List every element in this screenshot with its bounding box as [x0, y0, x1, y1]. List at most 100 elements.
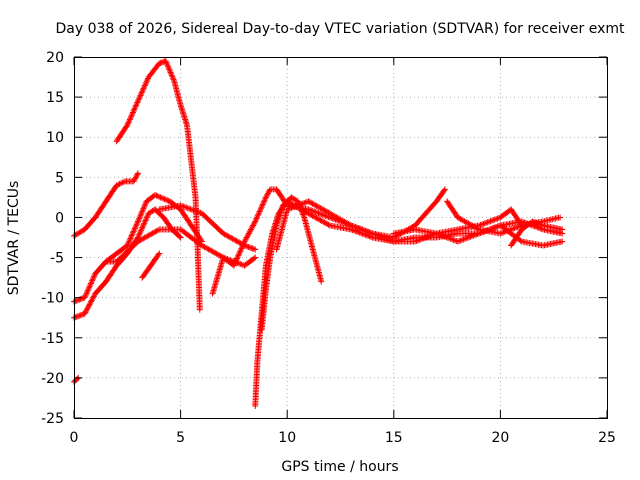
data-point-marker	[143, 78, 150, 85]
data-point-marker	[494, 215, 501, 222]
data-point-marker	[312, 209, 319, 216]
data-point-marker	[497, 230, 504, 237]
data-point-marker	[156, 250, 163, 257]
data-point-marker	[559, 238, 566, 245]
data-point-marker	[129, 110, 136, 117]
data-point-marker	[123, 123, 130, 130]
data-point-marker	[127, 115, 134, 122]
data-point-marker	[136, 215, 143, 222]
data-point-marker	[126, 116, 133, 123]
data-point-marker	[231, 261, 238, 268]
data-point-marker	[481, 220, 488, 227]
data-point-marker	[74, 313, 81, 320]
data-point-marker	[84, 289, 91, 296]
y-tick-label: 0	[55, 210, 64, 226]
data-point-marker	[196, 306, 203, 313]
data-point-marker	[239, 242, 246, 249]
data-point-marker	[160, 195, 167, 202]
data-point-marker	[436, 231, 443, 238]
data-point-marker	[241, 238, 248, 245]
data-point-marker	[134, 98, 141, 105]
data-point-marker	[348, 226, 355, 233]
data-point-marker	[126, 236, 133, 243]
y-axis-label: SDTVAR / TECUs	[6, 181, 22, 296]
x-tick-label: 20	[491, 430, 509, 446]
series-trace-8	[139, 250, 163, 281]
data-point-marker	[184, 205, 191, 212]
data-point-marker	[263, 193, 270, 200]
data-point-marker	[426, 233, 433, 240]
data-point-marker	[484, 219, 491, 226]
data-point-marker	[255, 209, 262, 216]
data-point-marker	[196, 209, 203, 216]
data-point-marker	[254, 214, 261, 221]
data-point-marker	[441, 187, 448, 194]
data-point-marker	[129, 231, 136, 238]
data-point-marker	[246, 229, 253, 236]
data-point-marker	[88, 297, 95, 304]
data-point-marker	[259, 201, 266, 208]
data-point-marker	[82, 291, 89, 298]
data-point-marker	[246, 244, 253, 251]
y-tick-label: -10	[41, 291, 64, 307]
data-point-marker	[474, 225, 481, 232]
data-point-marker	[84, 287, 91, 294]
y-tick-label: 20	[46, 50, 64, 66]
series-trace-1	[113, 58, 203, 313]
data-point-marker	[515, 223, 522, 230]
data-point-marker	[81, 310, 88, 317]
data-point-marker	[259, 202, 266, 209]
data-point-marker	[138, 211, 145, 218]
data-point-marker	[134, 218, 141, 225]
data-point-marker	[130, 228, 137, 235]
data-point-marker	[72, 314, 79, 321]
data-point-marker	[82, 293, 89, 300]
data-point-marker	[85, 302, 92, 309]
axis-ticks: 0 5 10 15 20 25 -25 -20 -15 -10 -5 0 5 10 15 20	[41, 50, 616, 446]
data-point-marker	[315, 210, 322, 217]
data-point-marker	[517, 223, 524, 230]
data-point-marker	[412, 238, 419, 245]
data-point-marker	[113, 182, 120, 189]
data-point-marker	[536, 220, 543, 227]
data-point-marker	[141, 220, 148, 227]
data-point-marker	[514, 224, 521, 231]
data-point-marker	[248, 245, 255, 252]
data-point-marker	[459, 236, 466, 243]
data-point-marker	[84, 305, 91, 312]
data-point-marker	[177, 234, 184, 241]
data-point-marker	[126, 238, 133, 245]
data-point-marker	[141, 218, 148, 225]
data-point-marker	[461, 235, 468, 242]
data-point-marker	[163, 60, 170, 67]
data-point-marker	[294, 198, 301, 205]
data-point-marker	[416, 236, 423, 243]
x-tick-label: 0	[70, 430, 79, 446]
data-point-marker	[78, 295, 85, 302]
data-point-marker	[360, 231, 367, 238]
data-point-marker	[240, 241, 247, 248]
data-point-marker	[478, 221, 485, 228]
data-point-marker	[139, 208, 146, 215]
data-point-marker	[245, 244, 252, 251]
data-point-marker	[232, 259, 239, 266]
data-point-marker	[441, 233, 448, 240]
data-point-marker	[433, 230, 440, 237]
data-point-marker	[169, 75, 176, 82]
data-point-marker	[444, 234, 451, 241]
data-point-marker	[424, 233, 431, 240]
data-point-marker	[131, 225, 138, 232]
data-point-marker	[501, 228, 508, 235]
data-point-marker	[194, 208, 201, 215]
data-point-marker	[161, 196, 168, 203]
data-point-marker	[301, 200, 308, 207]
data-point-marker	[257, 207, 264, 214]
data-point-marker	[441, 186, 448, 193]
series-trace-13	[284, 198, 525, 245]
y-tick-label: -15	[41, 331, 64, 347]
data-point-marker	[179, 202, 186, 209]
data-point-marker	[134, 99, 141, 106]
chart-title: Day 038 of 2026, Sidereal Day-to-day VTE…	[56, 21, 626, 37]
data-point-marker	[235, 252, 242, 259]
data-point-marker	[144, 213, 151, 220]
